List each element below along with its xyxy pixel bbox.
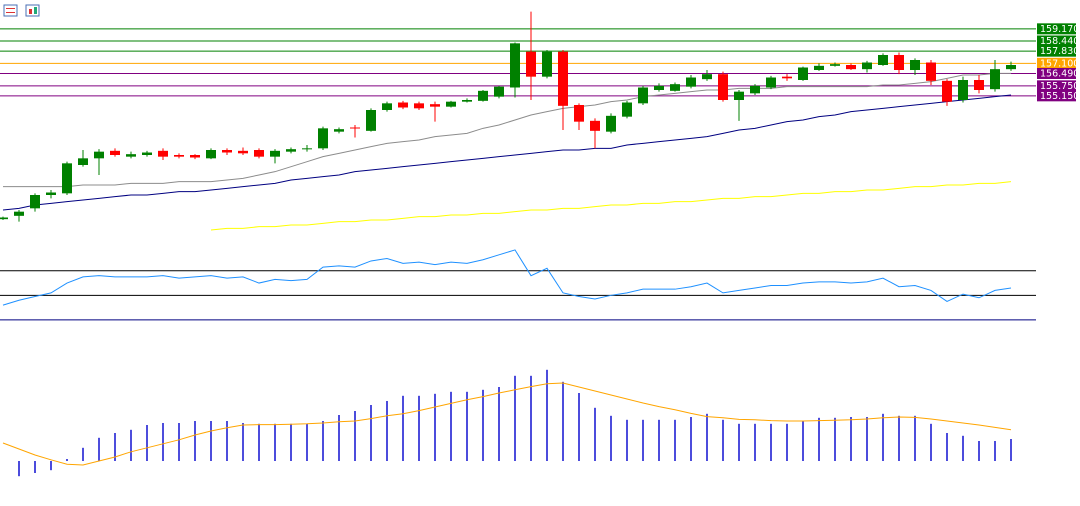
candle-body [334,129,344,132]
indicator-line [3,72,1011,188]
candle-body [910,60,920,70]
candle-body [414,103,424,109]
candle-body [798,67,808,80]
candle-body [542,51,552,77]
level-label: 156.490 [1040,69,1079,80]
candle-body [430,104,440,107]
candle-body [0,217,8,220]
level-label: 158.440 [1040,36,1079,47]
toolbar-icons [3,4,40,17]
candle-body [638,87,648,104]
level-label-box [1037,68,1076,79]
candle-body [878,55,888,65]
candle-body [750,85,760,94]
level-label: 157.100 [1040,58,1079,69]
candle-body [766,77,776,88]
candle-body [558,51,568,106]
candle-body [318,128,328,149]
candle-body [46,192,56,195]
candle-body [238,150,248,154]
level-label-box [1037,35,1076,47]
candle-body [654,85,664,90]
candle-body [286,149,296,152]
level-label-box [1037,80,1076,92]
indicator-line [2,249,1012,306]
icon-list [3,4,18,17]
candle-body [190,155,200,158]
candle-body [446,101,456,107]
level-label-box [1037,90,1076,102]
candle-body [942,80,952,102]
indicator-line [2,382,1012,466]
candle-body [462,100,472,102]
candle-body [158,150,168,157]
candle-body [1006,65,1016,70]
candle-body [926,62,936,81]
candle-body [222,150,232,153]
level-label-box [1037,57,1076,69]
candle-body [670,84,680,91]
candle-body [990,69,1000,90]
candle-body [302,148,312,150]
candle-body [478,90,488,101]
candle-body [590,120,600,131]
level-label-box [1037,23,1076,35]
indicator-line [210,181,1012,231]
icon-bar [34,7,37,14]
icon-bar [29,9,32,14]
candle-body [174,155,184,157]
candle-body [606,115,616,132]
candle-body [366,110,376,131]
candle-body [270,150,280,157]
candle-body [350,127,360,129]
candle-body [382,103,392,110]
candle-body [526,51,536,77]
indicator-line [2,94,1012,211]
candle-body [958,80,968,100]
candle-body [254,150,264,157]
level-label: 159.170 [1040,24,1079,35]
candle-body [126,154,136,157]
candle-body [894,55,904,70]
candle-body [686,77,696,87]
candle-body [510,43,520,88]
level-label: 155.150 [1040,91,1079,102]
candle-body [398,102,408,108]
candle-body [14,211,24,216]
candle-body [110,150,120,155]
candle-body [206,150,216,159]
candle-body [622,102,632,117]
candle-body [142,152,152,155]
candle-body [78,158,88,165]
candle-body [830,64,840,66]
candle-body [734,91,744,100]
candle-body [862,62,872,70]
candle-body [974,80,984,90]
candle-body [814,65,824,70]
level-label: 155.750 [1040,81,1079,92]
level-label: 157.830 [1040,46,1079,57]
candle-body [30,195,40,209]
candle-body [718,74,728,100]
candle-body [846,65,856,70]
candle-body [782,76,792,79]
candle-body [702,74,712,80]
level-label-box [1037,45,1076,57]
candle-body [574,105,584,122]
candle-body [94,151,104,159]
candle-body [62,163,72,194]
icon-chart [25,4,40,17]
candle-body [494,86,504,97]
